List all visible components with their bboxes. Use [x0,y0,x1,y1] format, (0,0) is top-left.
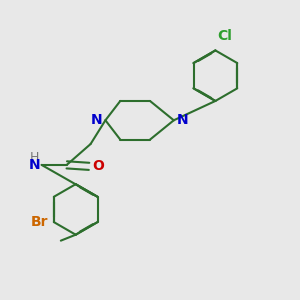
Text: O: O [93,159,104,173]
Text: H: H [29,151,39,164]
Text: N: N [91,113,102,127]
Text: Br: Br [30,215,48,229]
Text: Cl: Cl [217,29,232,43]
Text: N: N [28,158,40,172]
Text: N: N [177,113,188,127]
